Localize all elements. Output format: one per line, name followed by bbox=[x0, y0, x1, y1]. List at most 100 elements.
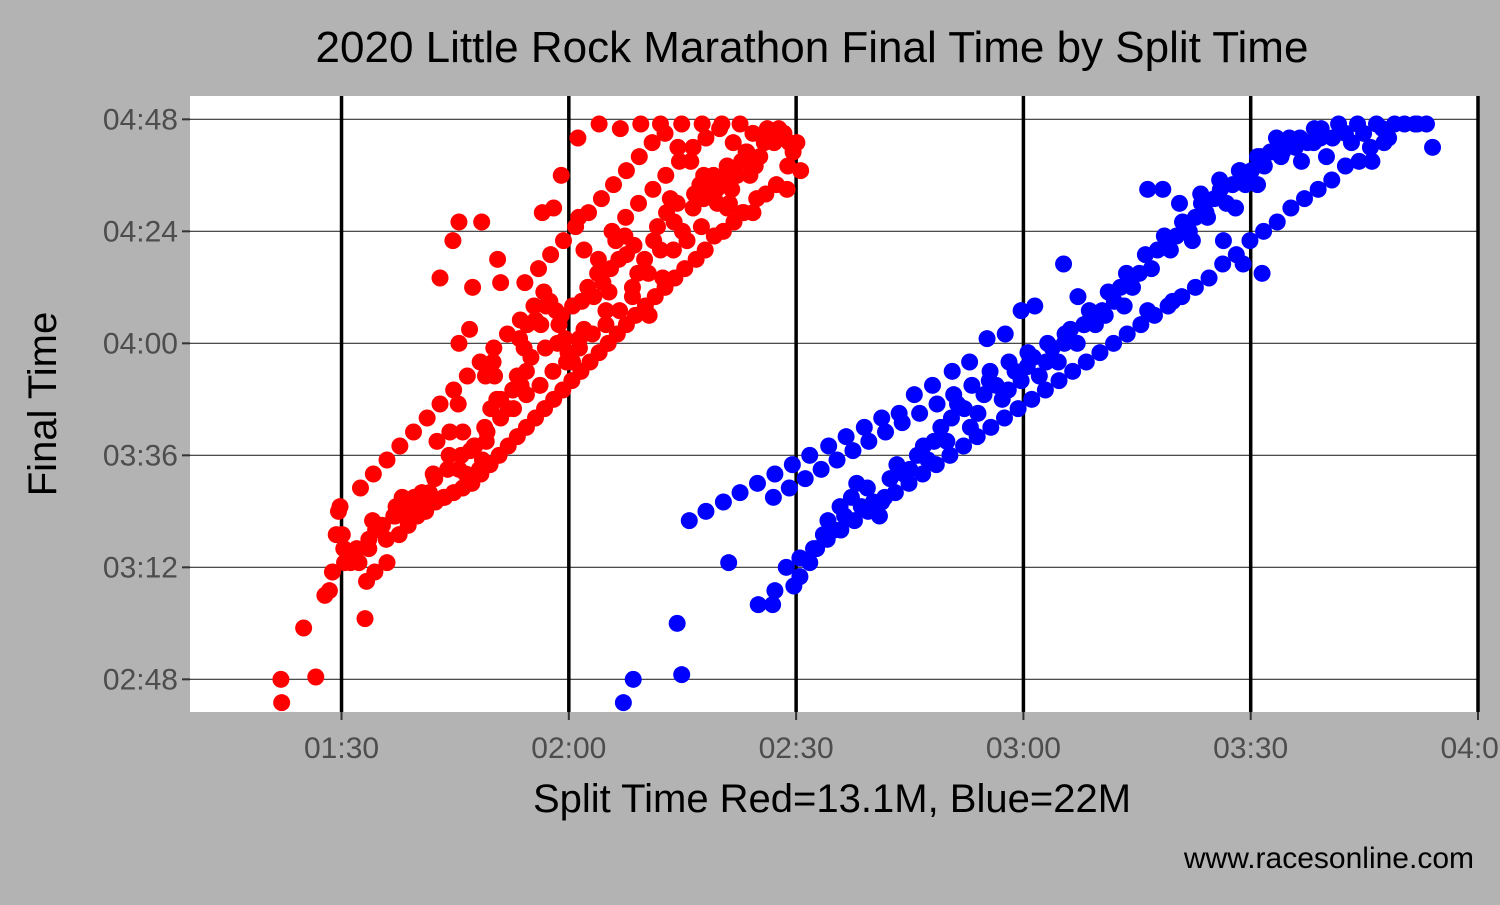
blue-split-point bbox=[925, 432, 943, 450]
blue-split-point bbox=[1030, 367, 1048, 385]
red-split-point bbox=[536, 339, 554, 357]
blue-split-point bbox=[982, 418, 1000, 436]
blue-split-point bbox=[1019, 344, 1037, 362]
red-split-point bbox=[531, 376, 549, 394]
red-split-point bbox=[758, 120, 776, 138]
blue-split-point bbox=[1154, 180, 1172, 198]
blue-split-point bbox=[1055, 255, 1073, 273]
blue-split-point bbox=[731, 484, 749, 502]
blue-split-point bbox=[855, 418, 873, 436]
red-split-point bbox=[449, 395, 467, 413]
red-split-point bbox=[724, 134, 742, 152]
red-split-point bbox=[471, 353, 489, 371]
source-caption: www.racesonline.com bbox=[1183, 842, 1474, 875]
red-split-point bbox=[632, 115, 650, 133]
red-split-point bbox=[556, 330, 574, 348]
blue-split-point bbox=[1149, 241, 1167, 259]
red-split-point bbox=[611, 302, 629, 320]
blue-split-point bbox=[1155, 227, 1173, 245]
blue-split-point bbox=[942, 409, 960, 427]
red-split-point bbox=[673, 115, 691, 133]
blue-split-point bbox=[764, 488, 782, 506]
red-split-point bbox=[668, 194, 686, 212]
y-axis-title: Final Time bbox=[21, 312, 65, 497]
red-split-point bbox=[590, 115, 608, 133]
blue-split-point bbox=[1023, 390, 1041, 408]
blue-split-point bbox=[1408, 115, 1426, 133]
blue-split-point bbox=[1227, 199, 1245, 217]
blue-split-point bbox=[796, 470, 814, 488]
y-tick-label: 04:24 bbox=[103, 215, 178, 248]
red-split-point bbox=[569, 129, 587, 147]
blue-split-point bbox=[1192, 185, 1210, 203]
plot-panel bbox=[190, 96, 1478, 712]
blue-split-point bbox=[1375, 134, 1393, 152]
red-split-point bbox=[695, 166, 713, 184]
blue-split-point bbox=[886, 484, 904, 502]
red-split-point bbox=[399, 516, 417, 534]
blue-split-point bbox=[764, 596, 782, 614]
blue-split-point bbox=[858, 479, 876, 497]
red-split-point bbox=[273, 694, 291, 712]
blue-split-point bbox=[995, 409, 1013, 427]
series-red-points bbox=[272, 115, 810, 712]
blue-split-point bbox=[859, 502, 877, 520]
blue-split-point bbox=[791, 568, 809, 586]
red-split-point bbox=[545, 199, 563, 217]
y-axis-ticks: 02:48 03:12 03:36 04:00 04:24 04:48 bbox=[103, 103, 190, 696]
blue-split-point bbox=[881, 470, 899, 488]
blue-split-point bbox=[1000, 353, 1018, 371]
blue-split-point bbox=[905, 386, 923, 404]
x-tick-label: 03:00 bbox=[986, 732, 1061, 765]
blue-split-point bbox=[1252, 148, 1270, 166]
blue-split-point bbox=[673, 666, 691, 684]
y-tick-label: 03:36 bbox=[103, 439, 178, 472]
red-split-point bbox=[617, 162, 635, 180]
blue-split-point bbox=[1139, 302, 1157, 320]
red-split-point bbox=[644, 180, 662, 198]
blue-split-point bbox=[1236, 176, 1254, 194]
blue-split-point bbox=[1355, 124, 1373, 142]
red-split-point bbox=[405, 423, 423, 441]
blue-split-point bbox=[890, 404, 908, 422]
red-split-point bbox=[748, 190, 766, 208]
blue-split-point bbox=[749, 596, 767, 614]
red-split-point bbox=[580, 204, 598, 222]
blue-split-point bbox=[968, 428, 986, 446]
blue-split-point bbox=[1361, 138, 1379, 156]
blue-split-point bbox=[697, 502, 715, 520]
blue-split-point bbox=[1139, 180, 1157, 198]
blue-split-point bbox=[1214, 255, 1232, 273]
blue-split-point bbox=[1012, 302, 1030, 320]
blue-split-point bbox=[1170, 194, 1188, 212]
blue-split-point bbox=[1268, 213, 1286, 231]
blue-split-point bbox=[812, 460, 830, 478]
blue-split-point bbox=[975, 386, 993, 404]
blue-split-point bbox=[1214, 232, 1232, 250]
red-split-point bbox=[441, 423, 459, 441]
red-split-point bbox=[625, 236, 643, 254]
red-split-point bbox=[623, 288, 641, 306]
red-split-point bbox=[558, 353, 576, 371]
blue-split-point bbox=[805, 540, 823, 558]
blue-split-point bbox=[873, 409, 891, 427]
red-split-point bbox=[564, 297, 582, 315]
blue-split-point bbox=[1317, 148, 1335, 166]
blue-split-point bbox=[845, 512, 863, 530]
red-split-point bbox=[428, 432, 446, 450]
blue-split-point bbox=[1241, 232, 1259, 250]
blue-split-point bbox=[1077, 353, 1095, 371]
blue-split-point bbox=[1342, 134, 1360, 152]
blue-split-point bbox=[1249, 176, 1267, 194]
red-split-point bbox=[489, 250, 507, 268]
red-split-point bbox=[431, 395, 449, 413]
x-tick-label: 02:00 bbox=[531, 732, 606, 765]
red-split-point bbox=[603, 222, 621, 240]
red-split-point bbox=[585, 288, 603, 306]
blue-split-point bbox=[1224, 176, 1242, 194]
blue-split-point bbox=[1183, 232, 1201, 250]
blue-split-point bbox=[1050, 372, 1068, 390]
x-tick-label: 01:30 bbox=[304, 732, 379, 765]
red-split-point bbox=[648, 218, 666, 236]
blue-split-point bbox=[999, 381, 1017, 399]
